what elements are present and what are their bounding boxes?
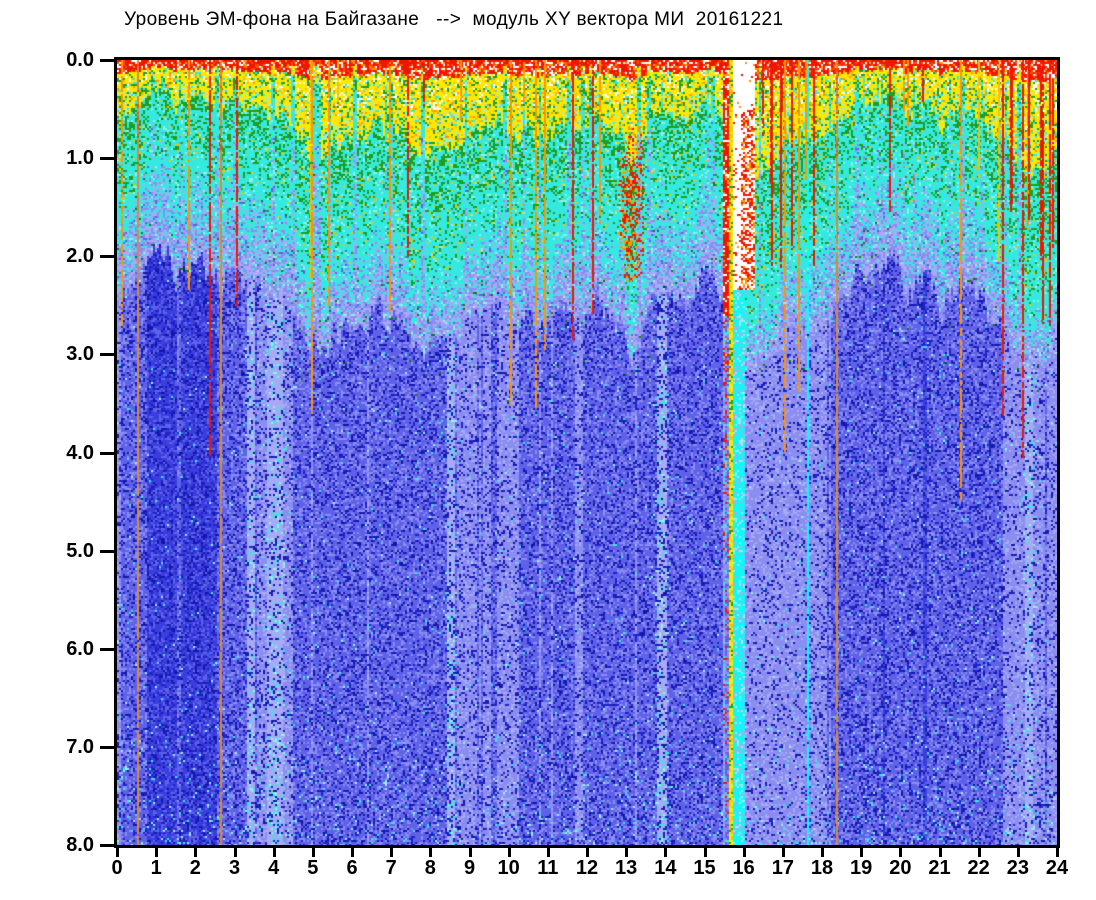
chart-title: Уровень ЭМ-фона на Байгазане --> модуль … <box>124 9 784 30</box>
x-tick <box>507 848 511 857</box>
y-tick <box>100 451 115 455</box>
x-tick-label: 1 <box>150 857 162 879</box>
x-tick <box>155 848 159 857</box>
x-tick <box>742 848 746 857</box>
y-tick-label: 6.0 <box>66 637 94 660</box>
x-tick-label: 2 <box>189 857 201 879</box>
x-tick-label: 5 <box>307 857 319 879</box>
y-tick-label: 8.0 <box>66 834 94 856</box>
x-tick-label: 19 <box>850 857 873 879</box>
x-tick-label: 13 <box>615 857 638 879</box>
y-tick <box>100 745 115 749</box>
x-tick <box>977 848 981 857</box>
plot-frame <box>114 57 1060 848</box>
x-tick <box>311 848 315 857</box>
y-tick <box>100 844 115 847</box>
x-tick <box>664 848 668 857</box>
x-tick <box>272 848 276 857</box>
y-tick-label: 2.0 <box>66 245 94 268</box>
x-tick <box>194 848 198 857</box>
y-tick-label: 3.0 <box>66 343 94 366</box>
x-tick-label: 21 <box>928 857 951 879</box>
x-tick-label: 15 <box>693 857 716 879</box>
x-tick <box>468 848 472 857</box>
x-tick <box>390 848 394 857</box>
x-tick <box>781 848 785 857</box>
x-tick <box>1016 848 1020 857</box>
x-tick <box>546 848 550 857</box>
x-tick-label: 18 <box>810 857 834 879</box>
x-tick <box>116 848 119 857</box>
x-tick <box>703 848 707 857</box>
x-tick <box>860 848 864 857</box>
x-tick-label: 0 <box>111 857 123 879</box>
x-tick-label: 16 <box>732 857 755 879</box>
y-tick-label: 0.0 <box>66 49 94 71</box>
x-tick-label: 23 <box>1006 857 1029 879</box>
y-tick-label: 5.0 <box>66 539 94 562</box>
x-tick <box>899 848 903 857</box>
x-tick-label: 6 <box>346 857 358 879</box>
x-tick-label: 22 <box>967 857 990 879</box>
x-tick <box>938 848 942 857</box>
y-tick <box>100 549 115 553</box>
y-tick <box>100 157 115 161</box>
x-tick <box>351 848 354 857</box>
x-tick-label: 10 <box>497 857 520 879</box>
y-tick <box>100 255 115 259</box>
x-tick <box>1056 848 1059 857</box>
y-tick <box>100 647 115 651</box>
x-tick-label: 3 <box>228 857 241 879</box>
x-tick-label: 12 <box>575 857 599 879</box>
y-tick <box>100 59 115 62</box>
x-tick <box>233 848 237 857</box>
x-tick-label: 9 <box>463 857 476 879</box>
x-tick-label: 20 <box>889 857 912 879</box>
x-tick-label: 4 <box>268 857 280 879</box>
x-tick <box>821 848 824 857</box>
y-tick-label: 4.0 <box>66 441 94 464</box>
x-tick-label: 8 <box>424 857 436 879</box>
y-tick-label: 7.0 <box>66 735 94 758</box>
y-tick-label: 1.0 <box>66 147 94 170</box>
x-tick-label: 17 <box>771 857 794 879</box>
x-tick-label: 24 <box>1045 857 1069 879</box>
heatmap-canvas <box>117 60 1057 845</box>
x-tick <box>429 848 433 857</box>
x-tick-label: 14 <box>654 857 677 879</box>
y-tick <box>100 353 115 357</box>
x-tick <box>586 848 589 857</box>
x-tick <box>625 848 629 857</box>
x-tick-label: 7 <box>385 857 397 879</box>
x-tick-label: 11 <box>537 857 559 879</box>
